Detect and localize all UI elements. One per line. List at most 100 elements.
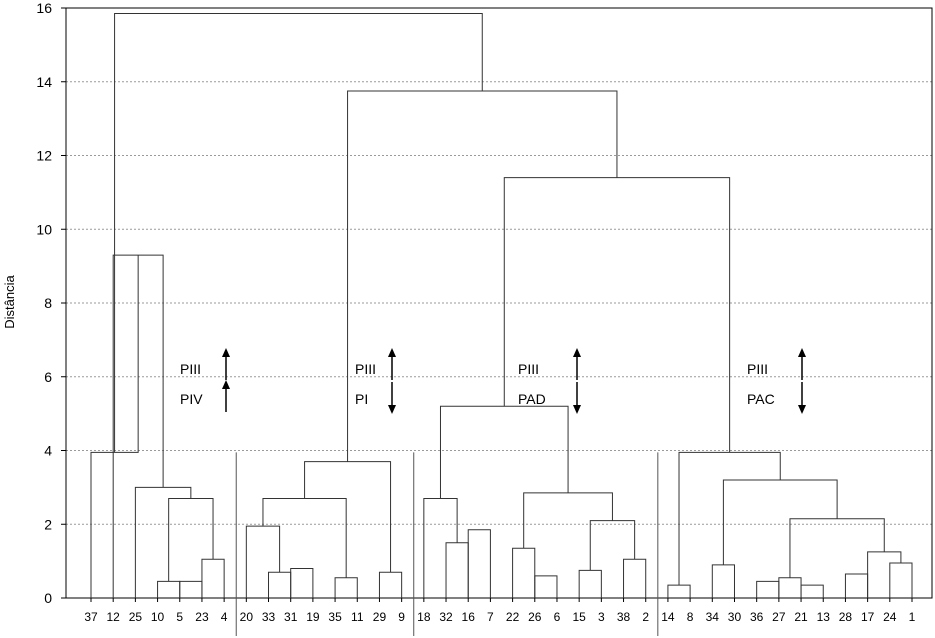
merge-link: [503, 177, 731, 453]
annotation-line1: PIII: [180, 361, 201, 377]
merge-link: [114, 13, 483, 453]
leaf-label: 17: [861, 610, 875, 624]
merge-link: [157, 580, 181, 598]
cluster-annotations: PIII PIV PIII PI PIII PAD PIII PAC: [180, 348, 806, 414]
leaf-label: 31: [284, 610, 298, 624]
merge-link: [268, 571, 292, 598]
y-tick-label: 4: [44, 443, 52, 459]
annotation-line2: PIV: [180, 391, 203, 407]
merge-link: [467, 529, 491, 598]
annotation-line1: PIII: [518, 361, 539, 377]
leaf-label: 3: [598, 610, 605, 624]
leaf-label: 35: [328, 610, 342, 624]
y-tick-label: 12: [36, 148, 52, 164]
arrow-down-icon: [388, 405, 396, 414]
leaf-label: 1: [909, 610, 916, 624]
leaf-label: 33: [262, 610, 276, 624]
merge-link: [179, 580, 203, 598]
y-axis: 0 2 4 6 8 10 12 14 16: [36, 0, 66, 606]
y-tick-label: 16: [36, 0, 52, 16]
merge-link: [90, 255, 139, 598]
merge-link: [722, 479, 838, 565]
merge-link: [678, 451, 781, 586]
merge-link: [667, 584, 691, 598]
leaf-label: 32: [439, 610, 453, 624]
merge-link: [800, 584, 824, 598]
merge-link: [867, 551, 902, 598]
annotation-line2: PAC: [747, 391, 775, 407]
merge-link: [756, 580, 780, 598]
leaf-label: 34: [706, 610, 720, 624]
y-tick-label: 10: [36, 221, 52, 237]
leaf-label: 16: [462, 610, 476, 624]
leaf-label: 8: [687, 610, 694, 624]
annotation-line2: PI: [355, 391, 368, 407]
arrow-up-icon: [388, 348, 396, 357]
merge-link: [445, 542, 469, 598]
leaf-label: 19: [306, 610, 320, 624]
merge-link: [378, 571, 403, 598]
leaf-label: 30: [728, 610, 742, 624]
leaf-label: 7: [487, 610, 494, 624]
leaf-labels: 37 12 25 10 5 23 4 20 33 31 19 35 11 29 9 18 32 16 7 22 26 6 1…: [84, 598, 916, 624]
merge-link: [168, 497, 214, 582]
merge-link: [245, 525, 281, 598]
leaf-label: 20: [240, 610, 254, 624]
merge-link: [711, 564, 735, 598]
arrow-up-icon: [222, 380, 230, 389]
leaf-label: 27: [772, 610, 786, 624]
leaf-label: 6: [554, 610, 561, 624]
annotation-group: PIII PIV: [180, 348, 230, 412]
merge-link: [889, 562, 913, 598]
cluster-dividers: [235, 452, 659, 636]
leaf-label: 37: [84, 610, 98, 624]
y-tick-label: 2: [44, 516, 52, 532]
leaf-label: 18: [417, 610, 431, 624]
y-tick-label: 8: [44, 295, 52, 311]
merge-link: [262, 497, 347, 578]
leaf-label: 11: [351, 610, 364, 624]
arrow-down-icon: [573, 405, 581, 414]
merge-link: [623, 558, 647, 598]
merge-link: [334, 577, 358, 598]
leaf-label: 15: [572, 610, 586, 624]
annotation-group: PIII PI: [355, 348, 396, 414]
leaf-label: 12: [107, 610, 121, 624]
leaf-label: 26: [528, 610, 542, 624]
leaf-label: 4: [221, 610, 228, 624]
grid-lines: [66, 81, 932, 525]
leaf-label: 23: [195, 610, 209, 624]
merge-link: [347, 90, 618, 462]
dendrogram-links: [90, 13, 913, 598]
y-tick-label: 14: [36, 74, 52, 90]
leaf-label: 38: [617, 610, 631, 624]
annotation-group: PIII PAD: [518, 348, 581, 414]
merge-link: [778, 577, 802, 598]
merge-link: [534, 575, 558, 598]
leaf-label: 21: [794, 610, 808, 624]
leaf-label: 24: [883, 610, 897, 624]
merge-link: [439, 405, 569, 499]
leaf-label: 9: [398, 610, 405, 624]
merge-link: [512, 547, 536, 598]
merge-link: [789, 518, 885, 578]
arrow-up-icon: [573, 348, 581, 357]
leaf-label: 28: [839, 610, 853, 624]
annotation-line1: PIII: [355, 361, 376, 377]
arrow-down-icon: [798, 405, 806, 414]
leaf-label: 25: [129, 610, 143, 624]
merge-link: [304, 461, 392, 573]
arrow-up-icon: [798, 348, 806, 357]
y-tick-label: 0: [44, 590, 52, 606]
arrow-up-icon: [222, 348, 230, 357]
merge-link: [290, 568, 314, 598]
annotation-group: PIII PAC: [747, 348, 806, 414]
merge-link: [844, 573, 869, 598]
merge-link: [589, 520, 636, 571]
leaf-label: 2: [642, 610, 649, 624]
leaf-label: 14: [661, 610, 675, 624]
y-tick-label: 6: [44, 369, 52, 385]
y-axis-label: Distância: [2, 274, 17, 328]
annotation-line2: PAD: [518, 391, 546, 407]
